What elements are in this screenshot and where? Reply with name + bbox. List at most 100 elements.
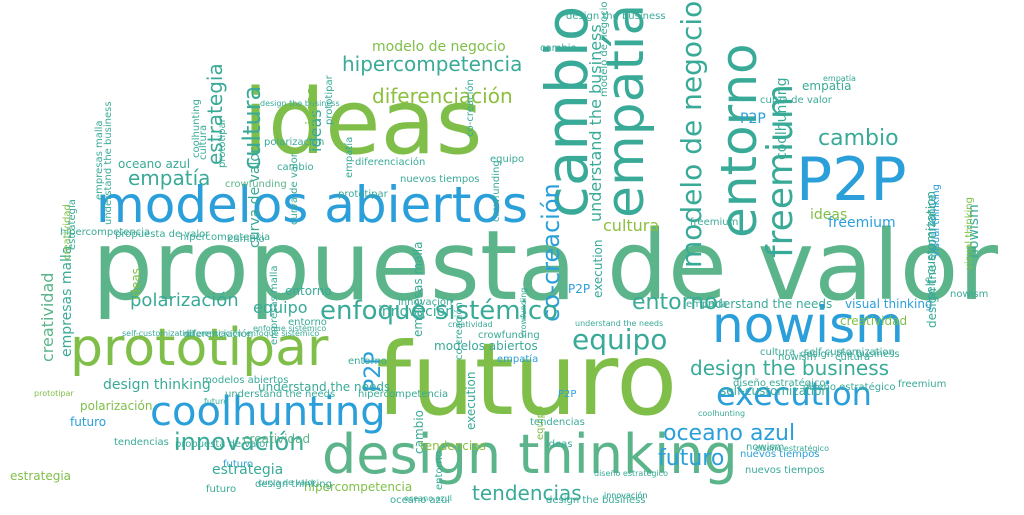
cloud-word: entorno: [348, 356, 387, 367]
cloud-word: modelos abiertos: [434, 339, 538, 353]
cloud-word: freemium: [898, 379, 947, 390]
cloud-word: propuesta de valor: [175, 439, 270, 450]
cloud-word: tendencias: [530, 417, 585, 428]
cloud-word: nowism: [950, 289, 989, 300]
cloud-word: futuro: [206, 484, 237, 495]
cloud-word: creatividad: [243, 432, 311, 446]
cloud-word: P2P: [568, 282, 591, 296]
cloud-word: tendencias: [472, 481, 582, 505]
cloud-word: empatía: [497, 354, 539, 365]
cloud-word: freemium: [690, 217, 739, 228]
cloud-word: nowism: [746, 442, 785, 453]
cloud-word: cambio: [540, 43, 577, 54]
cloud-word: oceano azul: [404, 494, 453, 503]
cloud-word: nuevos tiempos: [745, 465, 825, 476]
cloud-word: nuevos tiempos: [400, 174, 480, 185]
cloud-word: P2P: [558, 389, 577, 400]
cloud-word: empresas malla: [411, 241, 425, 337]
cloud-word: diferenciación: [372, 84, 513, 108]
cloud-word: design thinking: [255, 479, 332, 490]
cloud-word: innovación: [378, 304, 455, 320]
cloud-word: tendencias: [420, 439, 486, 453]
cloud-word: futuro: [70, 415, 107, 429]
cloud-word: entorno: [632, 290, 718, 315]
cloud-word: ideas: [129, 268, 143, 300]
cloud-word: creatividad: [840, 314, 908, 328]
cloud-word: understand the needs: [225, 389, 336, 400]
cloud-word: understand the needs: [258, 380, 391, 394]
cloud-word: curva de valor: [760, 95, 832, 106]
cloud-word: propuesta de valor: [92, 210, 998, 322]
cloud-word: curva de valor: [247, 147, 263, 248]
cloud-word: equipo: [572, 323, 668, 356]
cloud-word: futuro: [204, 397, 229, 406]
cloud-word: tendencias: [114, 437, 169, 448]
cloud-word: nowism: [778, 352, 817, 363]
cloud-word: estrategia: [10, 469, 72, 483]
cloud-word: modelos abiertos: [96, 176, 529, 234]
cloud-word: self-customization: [122, 329, 195, 338]
cloud-word: prototipar: [324, 75, 335, 125]
cloud-word: ideas: [546, 439, 573, 450]
cloud-word: prototipar: [217, 118, 228, 168]
cloud-word: crowfunding: [478, 330, 540, 341]
cloud-word: futuro: [223, 459, 254, 470]
cloud-word: enfoque sistémico: [320, 296, 559, 326]
cloud-word: visual thinking: [845, 297, 933, 311]
cloud-word: empatía: [802, 79, 852, 93]
cloud-word: propuesta de valor: [115, 229, 210, 240]
cloud-word: equipo: [490, 154, 525, 165]
cloud-word: co-creación: [454, 302, 465, 360]
cloud-word: understand the needs: [575, 319, 664, 328]
cloud-word: modelo de negocio: [372, 39, 506, 55]
cloud-word: oceano azul: [118, 157, 191, 171]
cloud-word: hipercompetencia: [342, 52, 523, 76]
cloud-word: understand the needs: [700, 297, 833, 311]
cloud-word: entorno: [288, 317, 327, 328]
cloud-word: entorno: [434, 451, 445, 490]
cloud-word: empatía: [128, 166, 211, 190]
cloud-word: creatividad: [448, 320, 493, 329]
cloud-word: diseño estratégico: [755, 444, 829, 453]
cloud-word: polarización: [130, 290, 239, 311]
cloud-word: empresas malla: [59, 245, 75, 357]
cloud-word: visual thinking: [964, 197, 975, 270]
cloud-word: diferenciación: [355, 157, 426, 168]
cloud-word: cambio: [818, 126, 899, 151]
cloud-word: polarización: [80, 399, 153, 413]
cloud-word: self-customization: [804, 347, 895, 358]
cloud-word: freemium: [828, 215, 896, 231]
cloud-word: design thinking: [103, 377, 211, 393]
cloud-word: design the business: [566, 11, 666, 22]
cloud-word: self-customization: [720, 384, 830, 398]
cloud-word: prototipar: [70, 318, 329, 378]
cloud-word: oceano azul: [390, 495, 451, 506]
cloud-word: futuro: [658, 446, 725, 471]
cloud-word: design the business: [546, 495, 646, 506]
cloud-word: creatividad: [38, 272, 57, 362]
cloud-word: equipo: [253, 298, 308, 317]
cloud-word: hipercompetencia: [180, 232, 271, 243]
cloud-word: prototipar: [338, 189, 388, 200]
cloud-word: diferenciación: [186, 329, 243, 338]
cloud-word: execution: [591, 239, 605, 298]
cloud-word: hipercompetencia: [358, 389, 449, 400]
cloud-word: innovación: [174, 428, 305, 456]
cloud-word: co-creación: [465, 79, 476, 137]
cloud-word: design thinking: [322, 423, 738, 486]
cloud-word: execution: [464, 371, 478, 430]
cloud-word: enfoque sistémico: [253, 324, 327, 333]
cloud-word: cultura: [835, 352, 871, 363]
cloud-word: nowism: [712, 296, 904, 354]
cloud-word: design the business: [690, 356, 890, 380]
cloud-word: modelos abiertos: [202, 375, 289, 386]
cloud-word: hipercompetencia: [304, 480, 413, 494]
cloud-word: futuro: [376, 321, 678, 438]
cloud-word: empatía: [686, 299, 728, 310]
cloud-word: coolhunting: [698, 409, 746, 418]
cloud-word: cambio: [277, 162, 314, 173]
cloud-word: polarización: [264, 137, 325, 148]
cloud-word: diseño estratégico: [594, 469, 668, 478]
cloud-word: coolhunting: [150, 389, 386, 435]
